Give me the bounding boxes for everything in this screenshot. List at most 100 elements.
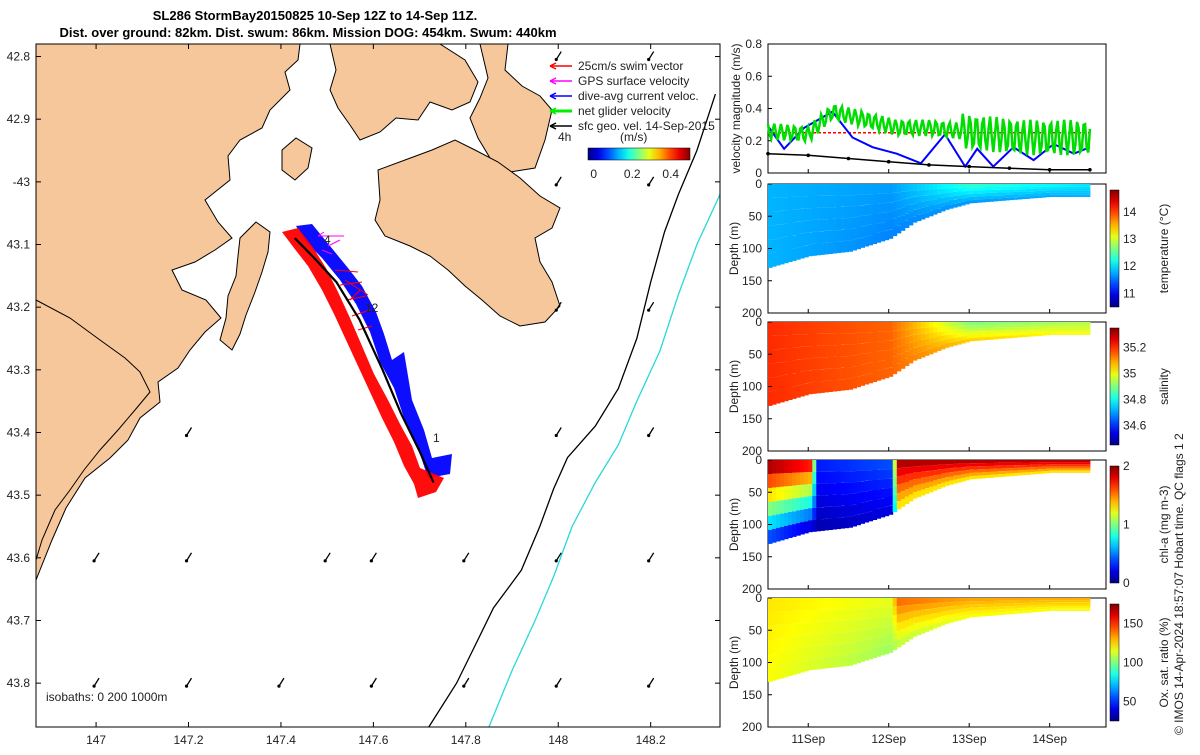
section-cell [1073, 188, 1079, 191]
section-cell [1065, 604, 1071, 607]
section-cell [1053, 194, 1059, 197]
section-colorbar-tick-label: 1 [1123, 518, 1130, 532]
section-cell [904, 489, 910, 497]
section-cell [804, 208, 809, 221]
section-cell [804, 598, 809, 611]
section-cell [780, 224, 785, 238]
section-cell [1037, 331, 1043, 334]
map-y-tick-label: 43.8 [7, 676, 31, 690]
section-cell [977, 463, 982, 467]
section-cell [1029, 193, 1034, 197]
section-cell [840, 598, 845, 610]
section-cell [985, 469, 990, 472]
section-cell [880, 636, 886, 646]
section-cell [920, 609, 926, 616]
section-cell [796, 196, 801, 210]
section-cell [953, 609, 958, 614]
section-cell [828, 460, 833, 472]
section-cell [989, 463, 994, 466]
section-cell [812, 196, 817, 208]
section-cell [780, 473, 785, 487]
section-cell [969, 187, 974, 191]
section-cell [812, 381, 817, 394]
section-cell [920, 339, 926, 346]
section-cell [1029, 605, 1034, 608]
section-cell [1065, 332, 1071, 335]
section-cell [1069, 470, 1075, 473]
section-cell [804, 245, 809, 258]
section-cell [852, 217, 857, 229]
section-cell [908, 487, 914, 495]
section-cell [945, 472, 950, 478]
section-cell [937, 331, 942, 337]
section-cell [1021, 462, 1026, 465]
section-cell [1085, 462, 1091, 465]
section-cell [933, 608, 938, 614]
section-cell [1001, 462, 1006, 466]
section-cell [1045, 190, 1051, 193]
section-cell [784, 650, 789, 664]
section-colorbar-tick-label: 34.6 [1123, 419, 1147, 433]
section-cell [836, 506, 841, 518]
section-cell [824, 471, 829, 484]
section-cell [800, 647, 805, 661]
section-cell [776, 349, 781, 363]
section-cell [772, 473, 777, 488]
section-cell [965, 463, 970, 467]
section-cell [872, 224, 878, 234]
section-cell [832, 345, 837, 357]
section-cell [1045, 462, 1051, 465]
section-cell [880, 184, 886, 194]
section-cell [876, 223, 882, 233]
section-cell [965, 339, 970, 343]
section-cell [929, 322, 934, 328]
section-cell [896, 225, 902, 234]
section-cell [772, 598, 777, 612]
section-cell [953, 203, 958, 208]
section-cell [985, 325, 990, 328]
section-cell [912, 460, 918, 467]
section-cell [969, 463, 974, 467]
section-cell [1001, 474, 1006, 477]
section-cell [788, 335, 793, 348]
section-cell [1041, 188, 1047, 191]
land-forestier-peninsula [374, 139, 561, 327]
section-cell [1073, 468, 1079, 471]
section-cell [1085, 188, 1091, 191]
sfc-arrow-tail [277, 684, 281, 688]
section-cell [852, 322, 857, 334]
section-cell [912, 209, 918, 217]
section-cell [828, 598, 833, 610]
section-cell [852, 333, 857, 345]
section-cell [1013, 335, 1018, 338]
section-cell [965, 608, 970, 612]
section-cell [776, 238, 781, 252]
scale-label: 4h [558, 130, 571, 144]
section-cell [1029, 464, 1034, 468]
section-cell [900, 223, 906, 231]
section-cell [1005, 324, 1010, 328]
section-cell [1045, 604, 1051, 607]
section-cell [969, 190, 974, 194]
section-cell [820, 495, 825, 508]
section-cell [973, 337, 978, 342]
map-colorbar-tick-label: 0.2 [624, 167, 641, 181]
section-cell [1041, 190, 1047, 194]
section-colorbar-tick-label: 11 [1123, 286, 1136, 300]
section-cell [824, 621, 829, 634]
section-cell [864, 470, 870, 481]
section-cell [812, 219, 817, 232]
section-cell [985, 199, 990, 202]
section-cell [1053, 192, 1059, 195]
section-cell [788, 499, 793, 512]
section-cell [965, 194, 970, 198]
section-cell [1041, 322, 1047, 325]
section-cell [888, 349, 894, 359]
section-cell [945, 322, 950, 327]
section-cell [1013, 600, 1018, 604]
section-cell [788, 637, 793, 650]
section-cell [945, 468, 950, 473]
section-cell [876, 361, 882, 371]
section-cell [961, 187, 966, 192]
section-cell [812, 357, 817, 370]
